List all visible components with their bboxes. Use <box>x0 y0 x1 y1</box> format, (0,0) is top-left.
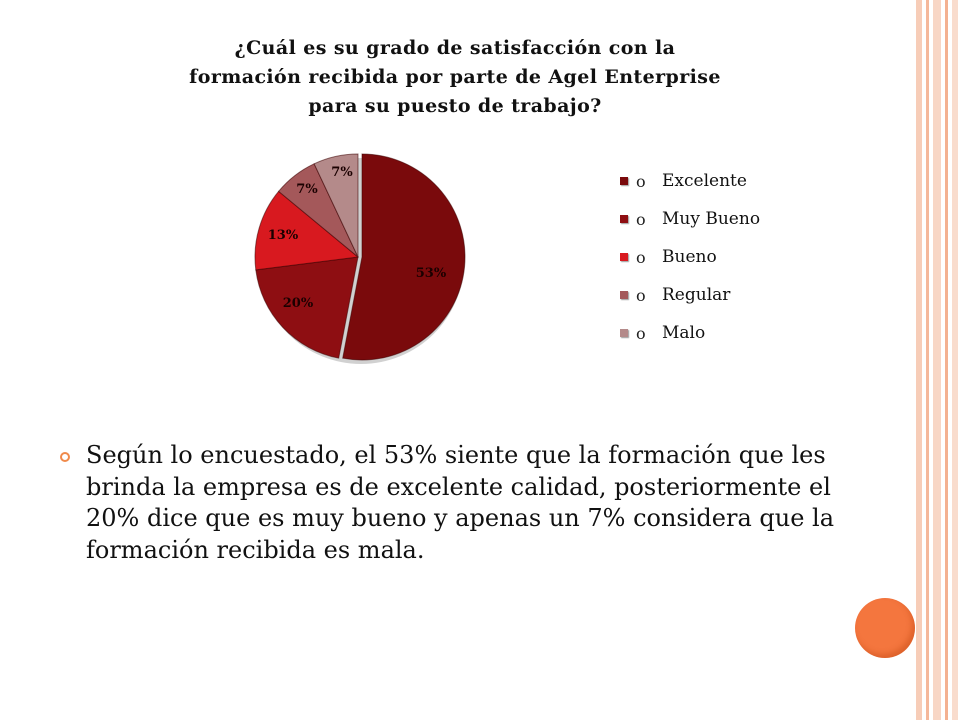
chart-legend: o Excelente o Muy Bueno o Bueno o Regula… <box>620 162 760 352</box>
legend-item: o Malo <box>620 314 760 352</box>
legend-label: Bueno <box>662 247 717 267</box>
pie-slice-malo <box>313 153 359 258</box>
stripe <box>952 0 958 720</box>
legend-label: Malo <box>662 323 706 343</box>
legend-item: o Bueno <box>620 238 760 276</box>
data-label: 7% <box>296 182 318 197</box>
legend-item: o Excelente <box>620 162 760 200</box>
data-label: 7% <box>331 165 353 180</box>
legend-marker <box>620 215 628 223</box>
data-label: 13% <box>268 228 299 243</box>
legend-bullet: o <box>636 285 646 305</box>
legend-label: Excelente <box>662 171 747 191</box>
legend-marker <box>620 253 628 261</box>
legend-marker <box>620 291 628 299</box>
chart-title: ¿Cuál es su grado de satisfacción con la… <box>130 34 780 121</box>
decorative-circle <box>855 598 915 658</box>
chart-title-line: ¿Cuál es su grado de satisfacción con la <box>234 37 676 59</box>
bullet-icon <box>60 452 70 462</box>
legend-bullet: o <box>636 209 646 229</box>
data-label: 53% <box>416 266 447 281</box>
legend-item: o Muy Bueno <box>620 200 760 238</box>
legend-bullet: o <box>636 323 646 343</box>
decorative-stripes <box>916 0 960 720</box>
legend-bullet: o <box>636 247 646 267</box>
stripe <box>933 0 941 720</box>
chart-title-line: formación recibida por parte de Agel Ent… <box>189 66 721 88</box>
stripe <box>945 0 948 720</box>
chart-title-line: para su puesto de trabajo? <box>308 95 602 117</box>
body-paragraph: Según lo encuestado, el 53% siente que l… <box>86 441 835 564</box>
legend-label: Regular <box>662 285 731 305</box>
legend-bullet: o <box>636 171 646 191</box>
data-label: 20% <box>283 296 314 311</box>
pie-slice-bueno <box>254 190 360 271</box>
legend-label: Muy Bueno <box>662 209 761 229</box>
pie-slice-muy-bueno <box>255 256 359 359</box>
stripe <box>916 0 922 720</box>
legend-marker <box>620 177 628 185</box>
pie-slice-excelente <box>342 153 466 361</box>
legend-marker <box>620 329 628 337</box>
stripe <box>926 0 929 720</box>
legend-item: o Regular <box>620 276 760 314</box>
